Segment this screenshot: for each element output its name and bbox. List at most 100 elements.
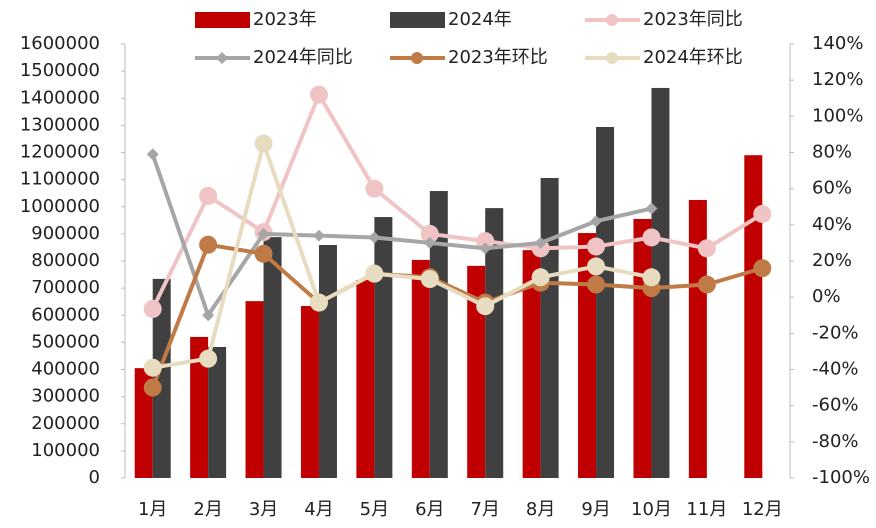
line-marker [420,270,439,289]
bar [263,237,282,478]
line-marker [309,293,328,312]
x-tick-label: 9月 [581,499,610,520]
line [150,90,764,310]
line-marker [642,268,661,287]
legend-label: 2024年环比 [643,47,743,68]
legend-label: 2023年 [253,9,317,30]
legend-marker [411,52,423,64]
line-marker [642,228,661,247]
y2-tick-label: -80% [812,431,859,452]
y-tick-label: 200000 [31,413,100,434]
y-tick-label: 1500000 [20,60,100,81]
line-marker [697,239,716,258]
x-tick-label: 1月 [138,499,167,520]
line-marker [753,259,772,278]
line [150,242,763,389]
line [150,153,652,320]
line-marker [202,309,215,322]
y2-tick-label: 80% [812,142,852,163]
bar [300,306,319,478]
bar [540,177,559,478]
x-tick-label: 7月 [470,499,499,520]
x-tick-label: 10月 [631,499,672,520]
line-marker [312,229,325,242]
line-marker [365,264,384,283]
x-tick-label: 6月 [415,499,444,520]
line-marker [753,204,772,223]
y2-tick-label: 100% [812,105,863,126]
line-marker [143,378,162,397]
x-tick-label: 4月 [304,499,333,520]
bar [633,218,652,479]
y-tick-label: 900000 [31,223,100,244]
y-tick-label: 400000 [31,359,100,380]
x-tick-label: 12月 [742,499,783,520]
y-tick-label: 1100000 [20,169,100,190]
y2-tick-label: -100% [812,467,870,488]
y2-tick-label: -60% [812,395,859,416]
legend-label: 2024年 [448,9,512,30]
y-tick-label: 1000000 [20,196,100,217]
x-tick-label: 11月 [686,499,727,520]
legend-swatch [390,12,445,28]
bar [596,127,615,478]
x-tick-label: 2月 [193,499,222,520]
line-marker [199,349,218,368]
y-tick-label: 500000 [31,331,100,352]
bar [318,244,337,478]
legend-label: 2024年同比 [253,47,353,68]
line-marker [645,202,658,215]
line-marker [587,237,606,256]
line-marker [368,231,381,244]
line-marker [257,227,270,240]
bar [578,233,597,478]
y-tick-label: 1600000 [20,33,100,54]
y-tick-label: 700000 [31,277,100,298]
bar [190,336,209,478]
line-marker [146,148,159,161]
y-tick-label: 1200000 [20,142,100,163]
legend-marker [216,52,228,64]
y2-tick-label: -20% [812,322,859,343]
line [152,136,652,370]
line-marker [365,179,384,198]
bar [744,155,763,478]
bar [429,191,448,478]
line-marker [309,85,328,104]
legend-marker [606,14,618,26]
y-tick-label: 1300000 [20,114,100,135]
x-tick-label: 8月 [526,499,555,520]
legend-marker [606,52,618,64]
x-tick-label: 3月 [249,499,278,520]
y-tick-label: 800000 [31,250,100,271]
line-marker [143,358,162,377]
bar [651,87,670,478]
line-marker [534,236,547,249]
line-marker [476,297,495,316]
line-marker [587,257,606,276]
bar [208,346,227,478]
line-marker [420,224,439,243]
bar [356,279,375,478]
bar [485,208,504,478]
bar [245,301,264,478]
line-marker [254,244,273,263]
x-tick-label: 5月 [360,499,389,520]
bar [134,368,153,478]
line-marker [199,186,218,205]
y2-tick-label: 20% [812,250,852,271]
legend-swatch [195,12,250,28]
y2-tick-label: -40% [812,359,859,380]
y-tick-label: 1400000 [20,87,100,108]
legend-label: 2023年环比 [448,47,548,68]
bar [374,217,393,478]
bar [522,250,541,478]
y-tick-label: 0 [89,467,100,488]
bar [411,259,430,478]
line-marker [587,275,606,294]
line-marker [143,299,162,318]
line-marker [476,232,495,251]
y2-tick-label: 0% [812,286,841,307]
line-marker [697,275,716,294]
bar [152,278,171,478]
